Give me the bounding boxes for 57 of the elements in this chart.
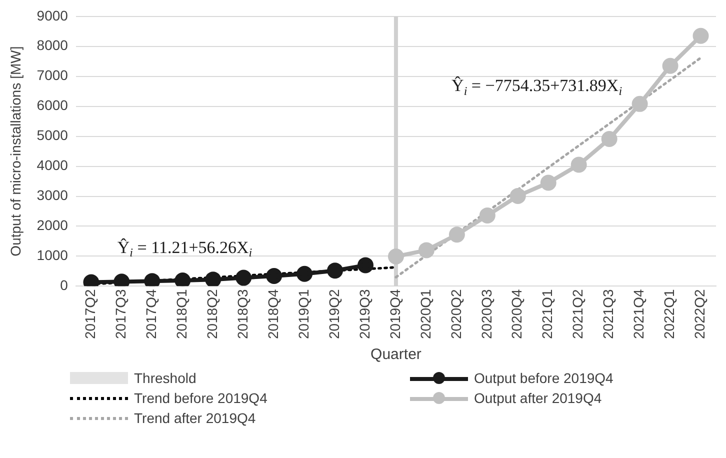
x-tick-label: 2022Q1 xyxy=(661,288,678,340)
x-tick-label: 2017Q3 xyxy=(112,288,129,340)
y-tick-label: 2000 xyxy=(36,217,68,234)
x-tick-label: 2020Q1 xyxy=(417,288,434,340)
y-tick-label: 0 xyxy=(60,277,68,294)
legend-label: Trend before 2019Q4 xyxy=(134,390,268,406)
x-tick-label: 2017Q4 xyxy=(143,288,159,340)
y-axis-title: Output of micro-installations [MW] xyxy=(7,46,24,256)
x-tick-label: 2022Q2 xyxy=(692,288,708,340)
x-tick-label: 2019Q2 xyxy=(326,288,342,340)
point xyxy=(327,262,344,279)
point xyxy=(510,188,526,204)
y-tick-label: 7000 xyxy=(36,67,68,84)
x-tick-label: 2021Q3 xyxy=(600,288,616,340)
point xyxy=(692,28,709,44)
y-tick-label: 1000 xyxy=(36,247,68,264)
point xyxy=(448,226,465,243)
point xyxy=(479,207,496,224)
point xyxy=(388,248,404,265)
line-series xyxy=(394,56,702,278)
legend-label: Output before 2019Q4 xyxy=(474,370,614,386)
point xyxy=(570,156,587,173)
point xyxy=(266,268,282,284)
point xyxy=(540,174,556,191)
x-tick-label: 2021Q4 xyxy=(630,288,647,340)
x-tick-label: 2021Q2 xyxy=(570,288,586,340)
point xyxy=(601,131,618,147)
y-tick-label: 4000 xyxy=(36,157,68,174)
x-tick-label: 2018Q1 xyxy=(173,288,190,340)
x-tick-label: 2017Q2 xyxy=(82,288,98,340)
legend-label: Output after 2019Q4 xyxy=(474,390,602,406)
x-tick-label: 2020Q4 xyxy=(508,288,525,340)
x-tick-label: 2019Q4 xyxy=(386,288,403,340)
y-tick-label: 3000 xyxy=(36,187,68,204)
point xyxy=(632,96,648,112)
x-tick-label: 2020Q2 xyxy=(448,288,464,340)
x-tick-label: 2020Q3 xyxy=(478,288,494,340)
y-tick-label: 5000 xyxy=(36,127,68,144)
y-tick-label: 6000 xyxy=(36,97,68,114)
point xyxy=(662,58,678,74)
legend-label: Trend after 2019Q4 xyxy=(134,410,256,426)
point xyxy=(205,272,222,286)
x-tick-label: 2018Q4 xyxy=(264,288,281,340)
point xyxy=(357,257,374,274)
y-tick-label: 9000 xyxy=(36,7,68,24)
y-tick-label: 8000 xyxy=(36,37,68,54)
x-tick-label: 2018Q2 xyxy=(204,288,220,340)
x-axis-title: Quarter xyxy=(370,346,422,364)
point xyxy=(236,270,252,286)
x-tick-label: 2018Q3 xyxy=(234,288,250,340)
point xyxy=(174,272,191,286)
x-tick-label: 2019Q3 xyxy=(356,288,372,340)
point xyxy=(418,242,434,258)
x-tick-label: 2019Q1 xyxy=(295,288,312,340)
legend-label: Threshold xyxy=(134,370,196,386)
point xyxy=(296,266,313,282)
x-tick-label: 2021Q1 xyxy=(539,288,556,340)
